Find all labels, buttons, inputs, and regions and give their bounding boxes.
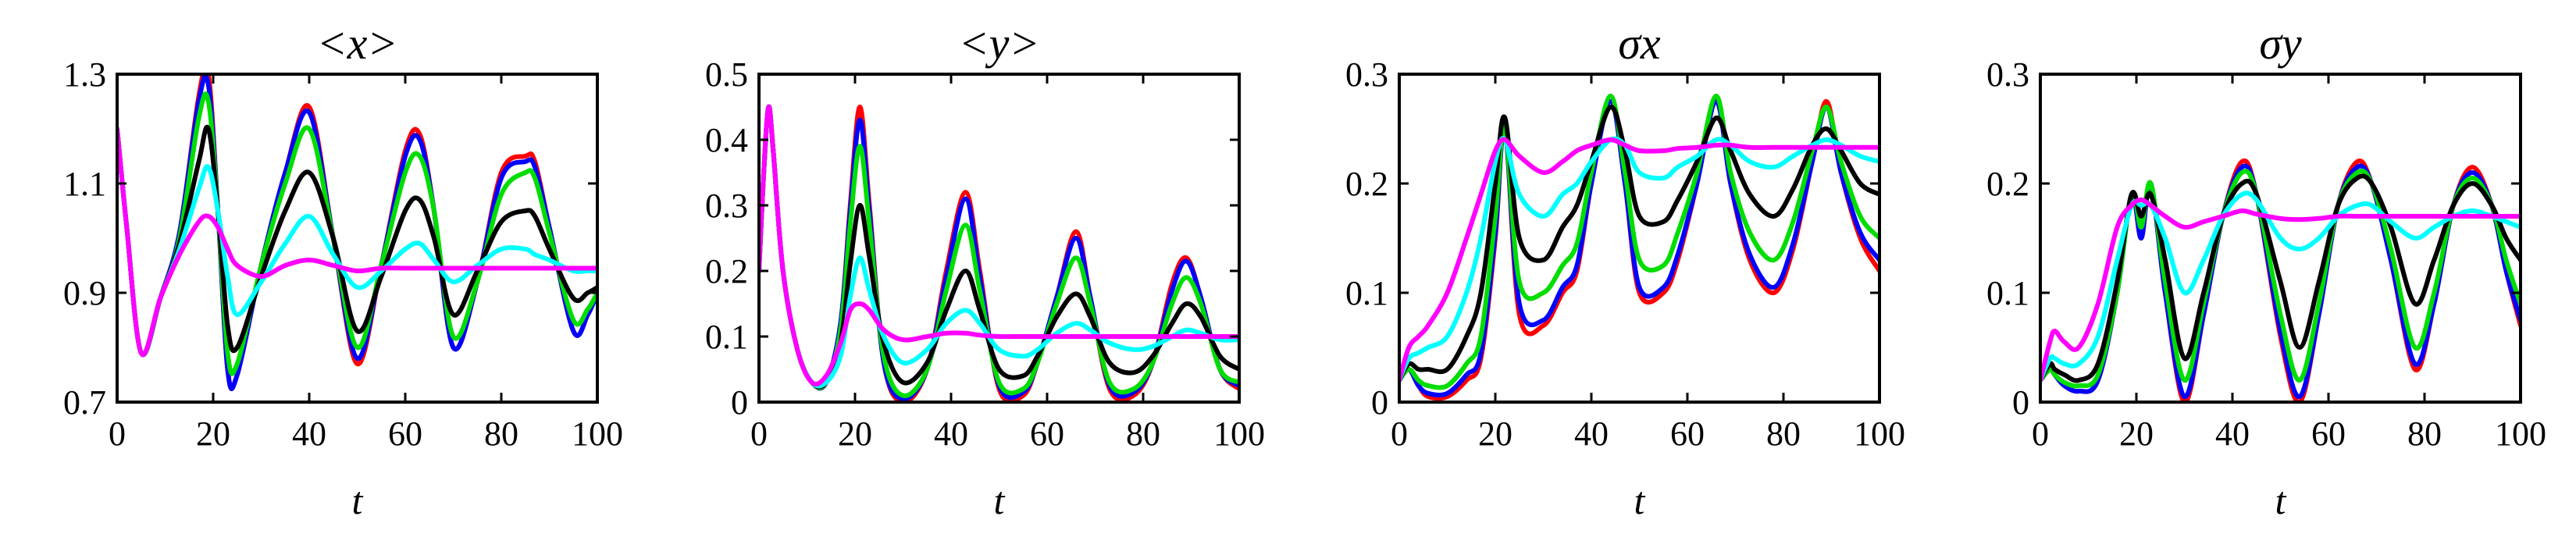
axes-frame xyxy=(2039,73,2522,404)
chart-title: <x> xyxy=(316,18,397,69)
y-tick-label: 0.9 xyxy=(63,274,106,312)
series-line-green xyxy=(2040,168,2521,389)
x-tick-label: 80 xyxy=(2407,415,2442,453)
x-tick-label: 20 xyxy=(196,415,230,453)
series-line-blue xyxy=(759,104,1239,401)
x-tick-label: 80 xyxy=(484,415,518,453)
series-line-black xyxy=(2040,173,2521,383)
y-tick-label: 0.5 xyxy=(705,55,748,94)
x-tick-label: 100 xyxy=(1213,415,1265,453)
x-tick-label: 100 xyxy=(1854,415,1905,453)
x-tick-label: 40 xyxy=(292,415,326,453)
series-line-magenta xyxy=(2040,198,2521,383)
x-tick-label: 80 xyxy=(1126,415,1160,453)
series-line-black xyxy=(1399,105,1879,383)
series-line-magenta xyxy=(759,104,1239,387)
x-tick-label: 40 xyxy=(934,415,968,453)
x-tick-label: 60 xyxy=(388,415,422,453)
axes-frame xyxy=(1398,73,1881,404)
x-tick-label: 60 xyxy=(2311,415,2346,453)
series-line-cyan xyxy=(759,104,1239,389)
x-tick-label: 0 xyxy=(1391,415,1408,453)
y-tick-label: 1.1 xyxy=(63,165,106,203)
y-tick-label: 0.3 xyxy=(1345,55,1388,94)
x-tick-label: 40 xyxy=(1574,415,1609,453)
y-tick-label: 0.2 xyxy=(705,252,748,290)
y-tick-label: 0 xyxy=(1371,383,1388,422)
x-tick-label: 20 xyxy=(2119,415,2154,453)
series-line-red xyxy=(1399,94,1879,401)
y-tick-label: 1.3 xyxy=(63,55,106,94)
series-line-magenta xyxy=(1399,137,1879,383)
series-line-red xyxy=(759,104,1239,402)
y-tick-label: 0.7 xyxy=(63,383,106,422)
axes-frame xyxy=(116,73,599,404)
chart-panel-2: 0 20 40 60 80 100 0 0.1 0.2 0.3 0.4 0.5 <y> t xyxy=(705,18,1265,522)
series-line-magenta xyxy=(117,126,597,358)
axes-frame xyxy=(757,73,1241,404)
y-tick-label: 0.2 xyxy=(1986,165,2029,203)
chart-title: σy xyxy=(2259,18,2302,69)
x-axis-label: t xyxy=(1634,479,1646,522)
series-group xyxy=(117,74,597,391)
x-tick-label: 60 xyxy=(1030,415,1064,453)
y-tick-label: 0 xyxy=(2012,383,2029,422)
series-line-cyan xyxy=(2040,191,2521,383)
chart-title: σx xyxy=(1618,18,1661,69)
series-group xyxy=(2040,158,2521,402)
series-group xyxy=(1399,94,1879,401)
x-tick-label: 60 xyxy=(1670,415,1705,453)
x-tick-label: 100 xyxy=(2495,415,2546,453)
x-tick-label: 0 xyxy=(2032,415,2049,453)
x-axis-label: t xyxy=(2275,479,2287,522)
y-tick-label: 0.1 xyxy=(705,318,748,356)
y-tick-label: 0.3 xyxy=(1986,55,2029,94)
series-line-green xyxy=(1399,94,1879,390)
x-tick-label: 100 xyxy=(572,415,623,453)
series-line-black xyxy=(759,104,1239,390)
y-tick-label: 0 xyxy=(731,383,748,422)
y-tick-label: 0.4 xyxy=(705,121,748,159)
x-tick-label: 40 xyxy=(2215,415,2250,453)
x-tick-label: 20 xyxy=(838,415,872,453)
series-group xyxy=(759,104,1239,402)
chart-panel-1: 0 20 40 60 80 100 0.7 0.9 1.1 1.3 <x> t xyxy=(63,18,623,522)
series-line-red xyxy=(117,74,597,391)
x-tick-label: 0 xyxy=(109,415,126,453)
x-axis-label: t xyxy=(352,479,364,522)
y-tick-label: 0.2 xyxy=(1345,165,1388,203)
x-tick-label: 20 xyxy=(1478,415,1512,453)
chart-panel-4: 0 20 40 60 80 100 0 0.1 0.2 0.3 σy t xyxy=(1986,18,2546,522)
chart-panel-3: 0 20 40 60 80 100 0 0.1 0.2 0.3 σx t xyxy=(1345,18,1905,522)
chart-title: <y> xyxy=(958,18,1039,69)
x-tick-label: 80 xyxy=(1766,415,1801,453)
y-tick-label: 0.1 xyxy=(1986,274,2029,312)
x-tick-label: 0 xyxy=(750,415,768,453)
y-tick-label: 0.3 xyxy=(705,187,748,225)
y-tick-label: 0.1 xyxy=(1345,274,1388,312)
x-axis-label: t xyxy=(994,479,1006,522)
